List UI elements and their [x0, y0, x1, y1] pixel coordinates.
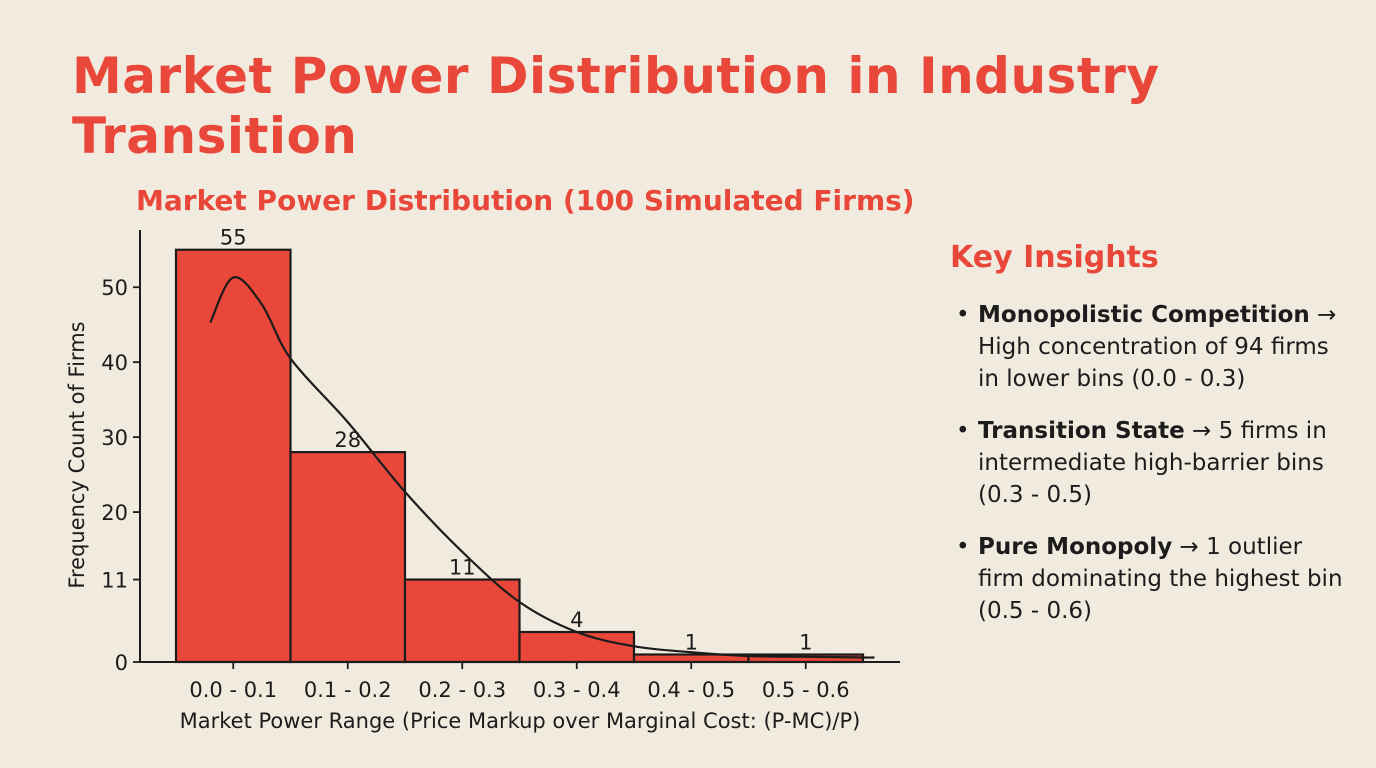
insight-heading: Transition State [978, 418, 1185, 444]
x-tick-label: 0.2 - 0.3 [418, 678, 506, 702]
bullet-icon: • [956, 534, 970, 560]
data-label: 1 [799, 631, 812, 655]
y-tick-label: 40 [101, 351, 128, 375]
chart-title: Market Power Distribution (100 Simulated… [136, 184, 915, 217]
data-label: 1 [685, 631, 698, 655]
data-label: 4 [570, 608, 583, 632]
bullet-icon: • [956, 302, 970, 328]
insight-text: High concentration of 94 firms in lower … [978, 334, 1329, 392]
arrow-icon: → [1179, 534, 1199, 560]
bar-0.0-0.1 [174, 248, 292, 664]
bar-0.3-0.4 [518, 630, 636, 664]
page-title: Market Power Distribution in Industry Tr… [72, 47, 1160, 165]
arrow-icon: → [1317, 302, 1337, 328]
bar-0.1-0.2 [289, 451, 407, 664]
y-tick-label: 0 [115, 651, 128, 675]
x-tick-label: 0.3 - 0.4 [533, 678, 621, 702]
insights-title: Key Insights [950, 240, 1159, 275]
axes-layer [133, 230, 900, 669]
bullet-icon: • [956, 418, 970, 444]
y-tick-label: 20 [101, 501, 128, 525]
data-label: 28 [334, 428, 361, 452]
y-axis-label: Frequency Count of Firms [65, 321, 89, 588]
trend-curve [209, 276, 875, 659]
bars-layer [174, 248, 865, 664]
x-tick-label: 0.5 - 0.6 [762, 678, 850, 702]
insight-item: • Pure Monopoly → 1 outlier firm dominat… [948, 531, 1348, 627]
key-insights-panel: Key Insights • Monopolistic Competition … [948, 240, 1348, 647]
x-axis-label: Market Power Range (Price Markup over Ma… [180, 709, 861, 733]
x-tick-label: 0.1 - 0.2 [304, 678, 392, 702]
insight-text: 5 firms in intermediate high-barrier bin… [978, 418, 1327, 508]
insight-text: 1 outlier firm dominating the highest bi… [978, 534, 1343, 624]
data-label: 55 [220, 226, 247, 250]
insight-item: • Transition State → 5 firms in intermed… [948, 415, 1348, 511]
arrow-icon: → [1192, 418, 1212, 444]
insight-heading: Pure Monopoly [978, 534, 1173, 560]
y-tick-label: 50 [101, 276, 128, 300]
x-tick-label: 0.0 - 0.1 [189, 678, 277, 702]
insight-item: • Monopolistic Competition → High concen… [948, 299, 1348, 395]
bar-0.2-0.3 [403, 578, 521, 664]
y-tick-label: 11 [101, 569, 128, 593]
data-label: 11 [449, 556, 476, 580]
x-tick-label: 0.4 - 0.5 [647, 678, 735, 702]
insight-heading: Monopolistic Competition [978, 302, 1310, 328]
y-tick-label: 30 [101, 426, 128, 450]
